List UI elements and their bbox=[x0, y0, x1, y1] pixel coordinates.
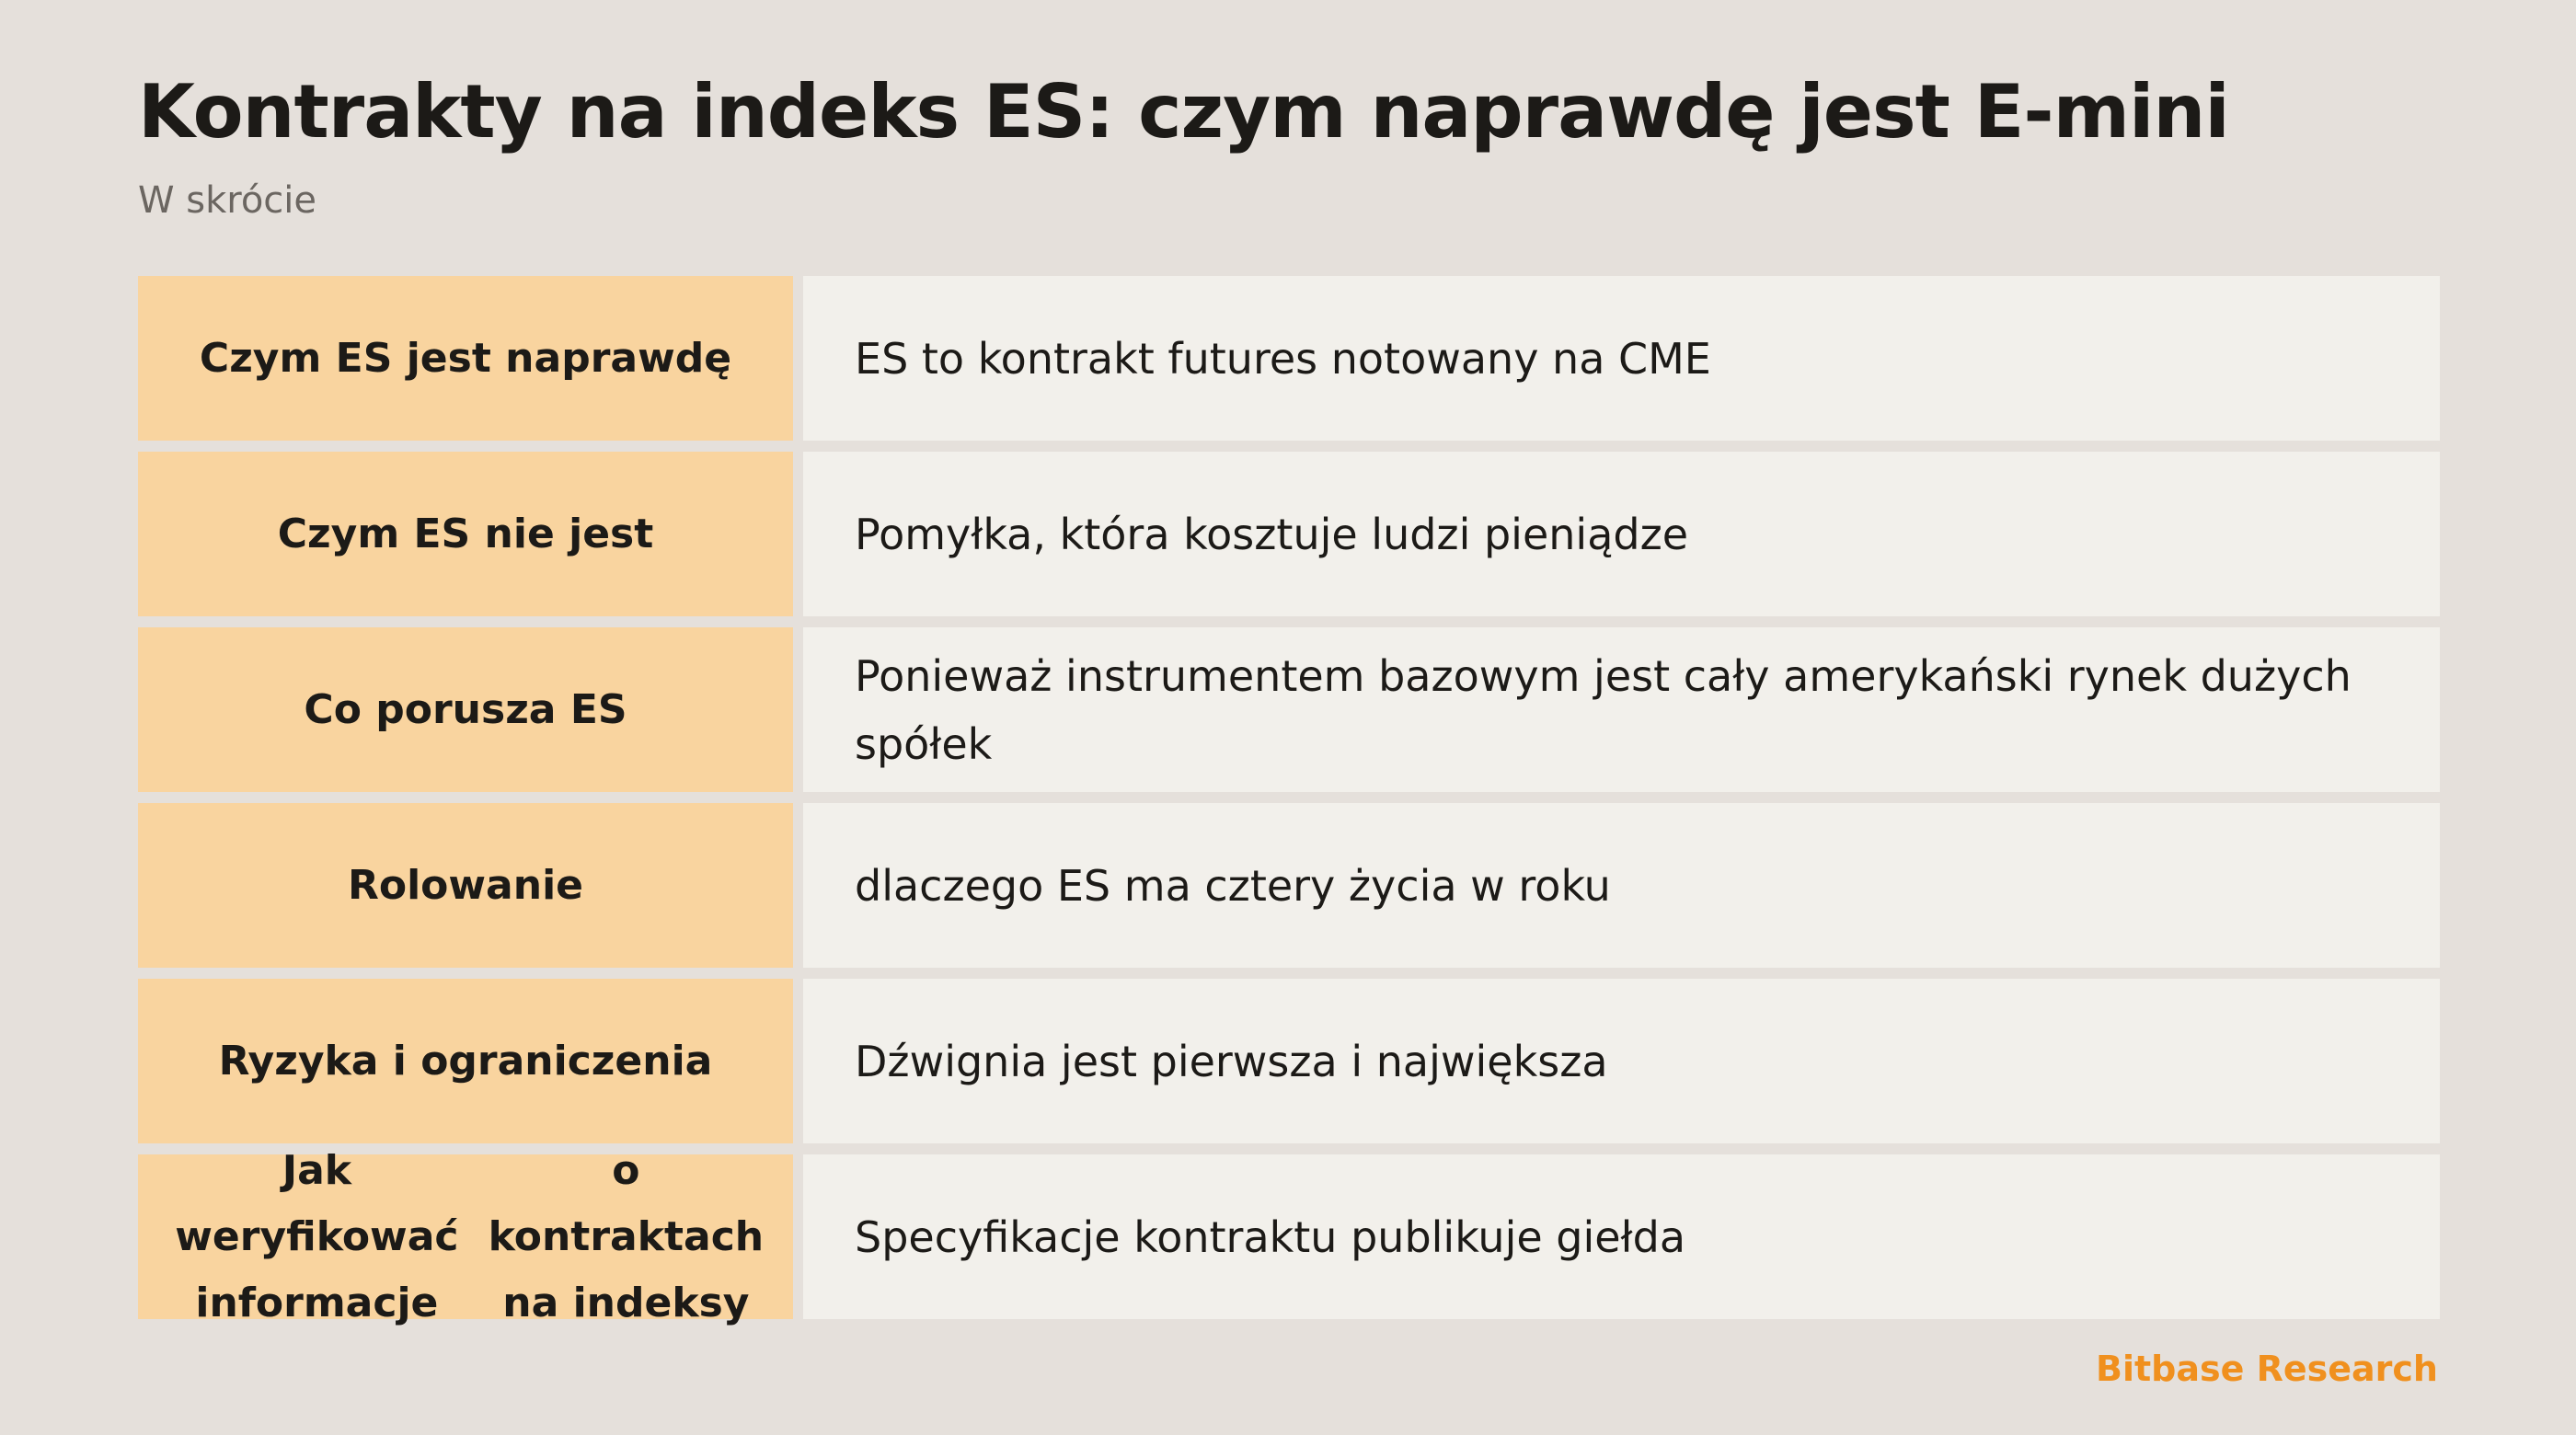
row-value: ES to kontrakt futures notowany na CME bbox=[803, 276, 2440, 441]
table-row: Co porusza ES Ponieważ instrumentem bazo… bbox=[138, 627, 2440, 792]
row-label: Co porusza ES bbox=[138, 627, 793, 792]
row-label: Rolowanie bbox=[138, 803, 793, 968]
row-label-line: Jak weryfikować informacje bbox=[175, 1146, 459, 1326]
row-value: Specyfikacje kontraktu publikuje giełda bbox=[803, 1154, 2440, 1319]
row-label: Czym ES jest naprawdę bbox=[138, 276, 793, 441]
row-value: Dźwignia jest pierwsza i największa bbox=[803, 979, 2440, 1143]
summary-table: Czym ES jest naprawdę ES to kontrakt fut… bbox=[138, 276, 2440, 1326]
row-label: Ryzyka i ograniczenia bbox=[138, 979, 793, 1143]
table-row: Czym ES jest naprawdę ES to kontrakt fut… bbox=[138, 276, 2440, 441]
row-label: Czym ES nie jest bbox=[138, 452, 793, 616]
page-subtitle: W skrócie bbox=[138, 179, 317, 222]
row-label: Jak weryfikować informacje o kontraktach… bbox=[138, 1147, 793, 1326]
brand-footer: Bitbase Research bbox=[2095, 1349, 2438, 1389]
row-value: Pomyłka, która kosztuje ludzi pieniądze bbox=[803, 452, 2440, 616]
table-row: Ryzyka i ograniczenia Dźwignia jest pier… bbox=[138, 979, 2440, 1143]
row-value: dlaczego ES ma cztery życia w roku bbox=[803, 803, 2440, 968]
row-label-line: o kontraktach na indeksy bbox=[488, 1146, 765, 1326]
row-value: Ponieważ instrumentem bazowym jest cały … bbox=[803, 627, 2440, 792]
table-row: Czym ES nie jest Pomyłka, która kosztuje… bbox=[138, 452, 2440, 616]
table-row: Rolowanie dlaczego ES ma cztery życia w … bbox=[138, 803, 2440, 968]
page-title: Kontrakty na indeks ES: czym naprawdę je… bbox=[138, 69, 2230, 155]
table-row: Jak weryfikować informacje o kontraktach… bbox=[138, 1147, 2440, 1326]
